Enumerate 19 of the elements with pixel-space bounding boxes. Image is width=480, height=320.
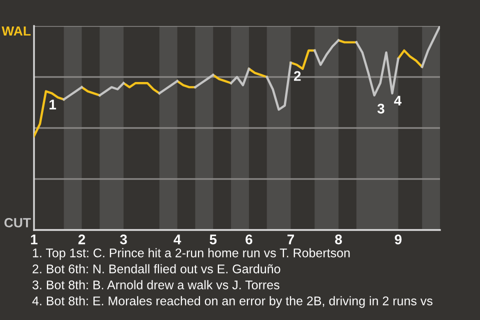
x-tick-label: 3 <box>120 234 127 244</box>
annotation: 4 <box>394 96 402 106</box>
x-tick-label: 7 <box>287 234 294 244</box>
x-tick-label: 6 <box>246 234 252 244</box>
text: 3. Bot 8th: B. Arnold drew a walk vs J. Torres <box>32 280 280 290</box>
annotation: 2 <box>294 71 301 81</box>
annotation: 3 <box>377 104 384 114</box>
x-tick-label: 1 <box>31 234 38 244</box>
text: 1. Top 1st: C. Prince hit a 2-run home run vs T. Robertson <box>32 248 350 260</box>
x-tick-label: 5 <box>210 234 217 244</box>
x-tick-label: 4 <box>174 234 182 244</box>
x-tick-label: 8 <box>335 234 342 244</box>
text: 2. Bot 6th: N. Bendall flied out vs E. Garduño <box>32 264 280 274</box>
x-tick-label: 2 <box>78 234 86 244</box>
text: WAL <box>2 26 31 36</box>
annotation: 1 <box>50 100 56 110</box>
text: CUT <box>4 218 31 228</box>
text: 4. Bot 8th: E. Morales reached on an error by the 2B, driving in 2 runs vs <box>32 296 432 308</box>
x-tick-label: 9 <box>394 234 402 244</box>
